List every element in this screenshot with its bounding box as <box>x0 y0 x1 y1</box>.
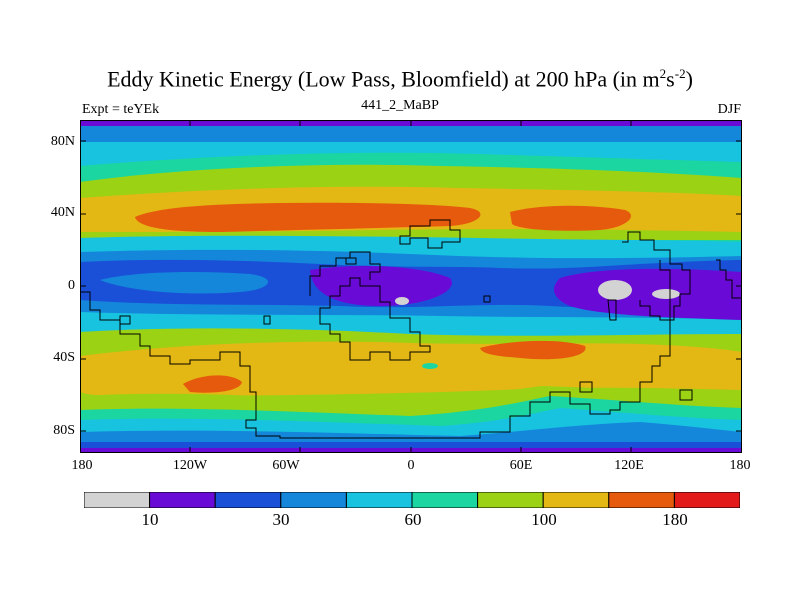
lon-tick-label: 60E <box>509 458 533 473</box>
colorbar-swatch <box>84 492 151 508</box>
chart-subtitle: 441_2_MaBP <box>361 98 439 113</box>
colorbar-label: 30 <box>272 510 290 529</box>
colorbar-label: 100 <box>531 510 557 529</box>
eke-map <box>80 120 742 453</box>
experiment-label: Expt = teYEk <box>82 102 160 117</box>
lat-tick-label: 0 <box>68 278 75 293</box>
lat-tick-label: 40S <box>53 350 75 365</box>
lon-tick-label: 180 <box>71 458 93 473</box>
axis-ticks <box>80 120 742 453</box>
coastlines <box>80 219 742 439</box>
colorbar-swatch <box>345 492 413 508</box>
colorbar-swatch <box>214 492 282 508</box>
season-label: DJF <box>717 102 741 117</box>
lat-tick-label: 80N <box>50 134 75 149</box>
colorbar-swatch <box>477 492 544 508</box>
lat-tick-label: 40N <box>50 205 75 220</box>
eke-field <box>80 120 742 453</box>
lon-tick-label: 180 <box>729 458 751 473</box>
lon-tick-label: 120E <box>614 458 644 473</box>
colorbar-label: 60 <box>404 510 422 529</box>
lon-tick-label: 120W <box>172 458 208 473</box>
colorbar-swatch <box>149 492 216 508</box>
lon-tick-label: 60W <box>272 458 300 473</box>
colorbar-swatch <box>411 492 479 508</box>
colorbar-label: 10 <box>141 510 159 529</box>
lon-tick-label: 0 <box>407 458 415 473</box>
colorbar-label: 180 <box>662 510 688 529</box>
lat-tick-label: 80S <box>53 423 75 438</box>
colorbar-swatch <box>608 492 675 508</box>
colorbar <box>84 492 740 508</box>
colorbar-swatch <box>542 492 610 508</box>
colorbar-swatch <box>280 492 347 508</box>
chart-title: Eddy Kinetic Energy (Low Pass, Bloomfiel… <box>107 66 693 92</box>
colorbar-swatch <box>673 492 740 508</box>
